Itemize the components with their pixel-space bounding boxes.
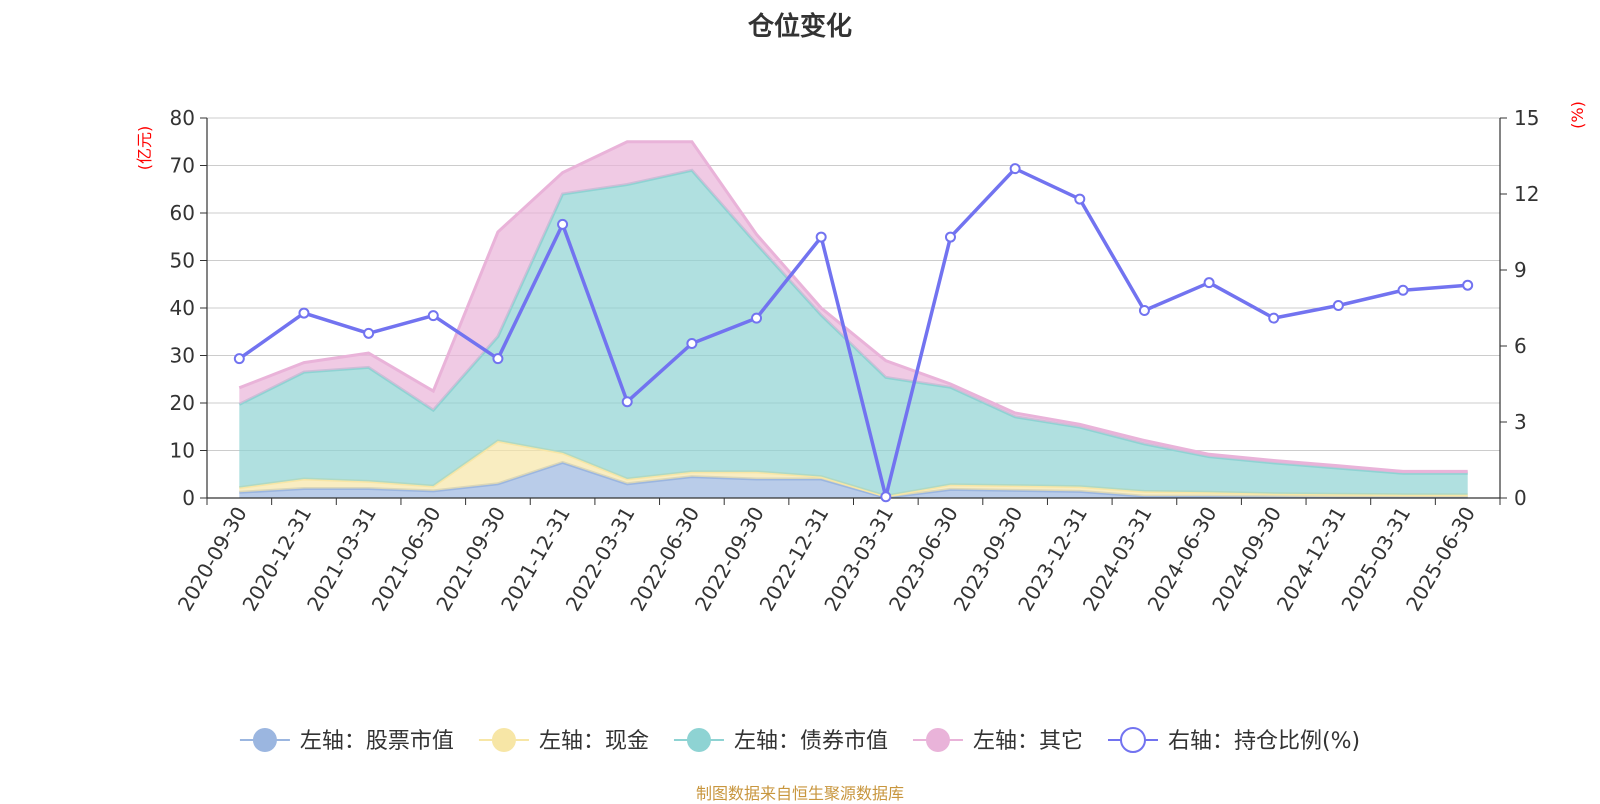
left-tick-label: 10 bbox=[170, 439, 195, 463]
right-tick-label: 3 bbox=[1514, 410, 1527, 434]
right-tick-label: 15 bbox=[1514, 106, 1539, 130]
line-series-ratio bbox=[238, 166, 1468, 499]
line-point bbox=[1268, 312, 1280, 324]
right-tick-label: 0 bbox=[1514, 486, 1527, 510]
line-point bbox=[621, 396, 633, 408]
chart-title: 仓位变化 bbox=[747, 12, 852, 42]
right-tick-label: 6 bbox=[1514, 334, 1527, 358]
left-axis-unit: (亿元) bbox=[135, 126, 154, 171]
area-series-4 bbox=[239, 141, 1468, 474]
line-point bbox=[815, 231, 827, 243]
area-edge-series-4 bbox=[238, 140, 1468, 473]
x-tick-label: 2025-06-30 bbox=[1401, 503, 1480, 616]
legend-marker bbox=[925, 728, 950, 752]
legend-label: 左轴：其它 bbox=[973, 729, 1083, 754]
line-point bbox=[363, 327, 375, 339]
line-point bbox=[298, 307, 310, 319]
left-tick-label: 80 bbox=[170, 106, 195, 130]
line-point bbox=[1138, 305, 1150, 317]
legend-marker bbox=[1119, 727, 1146, 753]
line-point bbox=[944, 231, 956, 243]
right-tick-label: 12 bbox=[1514, 182, 1539, 206]
area-series-1 bbox=[239, 462, 1468, 498]
legend-label: 左轴：现金 bbox=[539, 729, 649, 754]
line-point bbox=[1203, 277, 1215, 289]
legend-marker bbox=[491, 728, 516, 752]
source-note: 制图数据来自恒生聚源数据库 bbox=[695, 784, 904, 803]
legend-label: 左轴：债券市值 bbox=[734, 729, 888, 754]
legend-marker bbox=[252, 728, 277, 752]
line-point bbox=[751, 312, 763, 324]
legend: 左轴：股票市值 左轴：现金 左轴：债券市值 左轴：其它 右轴：持仓比例(%) bbox=[239, 727, 1360, 754]
line-point bbox=[1332, 299, 1344, 311]
line-point bbox=[233, 353, 245, 365]
legend-label: 右轴：持仓比例(%) bbox=[1168, 729, 1360, 754]
left-tick-label: 60 bbox=[170, 201, 195, 225]
line-point bbox=[1462, 279, 1474, 291]
line-point bbox=[686, 337, 698, 349]
legend-item: 左轴：股票市值 bbox=[239, 728, 454, 754]
line-point bbox=[1397, 284, 1409, 296]
line-point bbox=[1074, 193, 1086, 205]
area-series-3 bbox=[239, 170, 1468, 497]
line-point bbox=[1009, 163, 1021, 175]
line-point bbox=[492, 353, 504, 365]
legend-marker bbox=[686, 728, 711, 752]
legend-label: 左轴：股票市值 bbox=[300, 729, 454, 754]
left-tick-label: 40 bbox=[170, 296, 195, 320]
left-tick-label: 30 bbox=[170, 344, 195, 368]
line-point bbox=[557, 218, 569, 230]
line-point bbox=[880, 491, 892, 503]
legend-item: 左轴：债券市值 bbox=[673, 728, 888, 754]
left-tick-label: 0 bbox=[182, 486, 195, 510]
legend-item: 左轴：现金 bbox=[478, 728, 649, 754]
legend-item: 右轴：持仓比例(%) bbox=[1107, 727, 1360, 754]
area-series-2 bbox=[239, 441, 1468, 498]
left-tick-label: 50 bbox=[170, 249, 195, 273]
legend-item: 左轴：其它 bbox=[912, 728, 1083, 754]
left-tick-label: 70 bbox=[170, 154, 195, 178]
left-tick-label: 20 bbox=[170, 391, 195, 415]
right-axis-unit: (%) bbox=[1568, 101, 1587, 129]
line-point bbox=[427, 310, 439, 322]
right-tick-label: 9 bbox=[1514, 258, 1527, 282]
